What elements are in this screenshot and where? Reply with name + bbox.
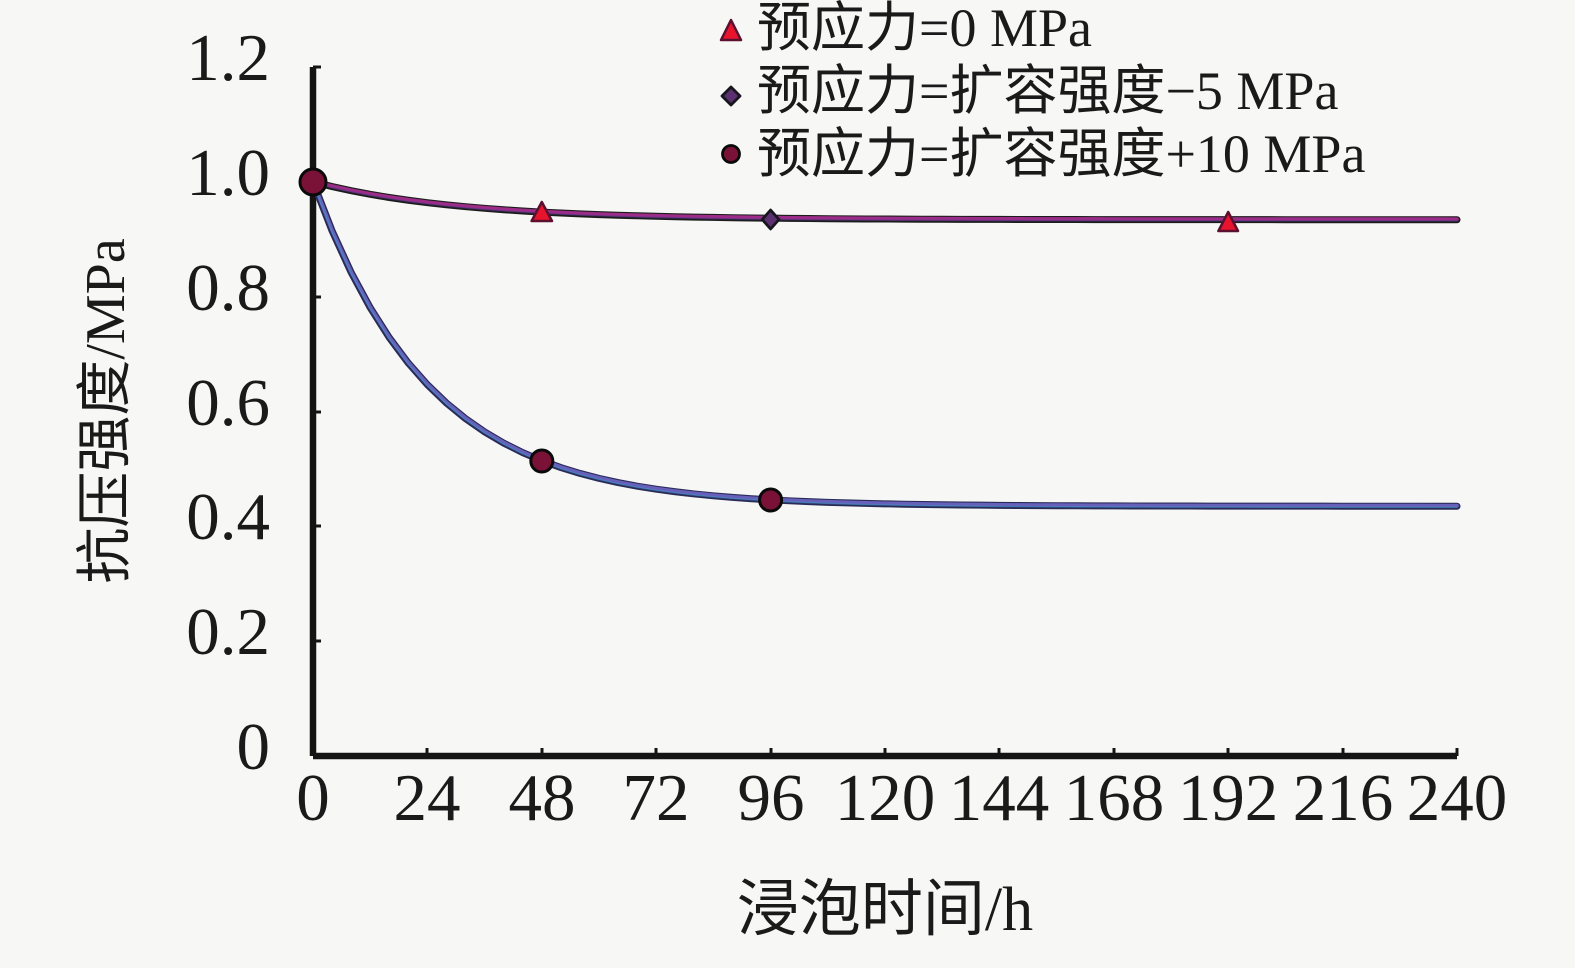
svg-text:120: 120: [835, 761, 936, 835]
svg-text:1.2: 1.2: [186, 21, 270, 95]
svg-text:0: 0: [296, 761, 330, 835]
svg-text:72: 72: [623, 761, 690, 835]
svg-text:浸泡时间/h: 浸泡时间/h: [737, 876, 1033, 944]
svg-text:预应力=扩容强度+10 MPa: 预应力=扩容强度+10 MPa: [757, 124, 1365, 184]
svg-text:抗压强度/MPa: 抗压强度/MPa: [75, 238, 137, 583]
svg-text:0: 0: [237, 710, 271, 784]
svg-text:240: 240: [1407, 761, 1508, 835]
svg-text:144: 144: [949, 761, 1050, 835]
svg-text:0.4: 0.4: [186, 480, 270, 554]
svg-text:预应力=0 MPa: 预应力=0 MPa: [757, 0, 1092, 58]
svg-text:0.6: 0.6: [186, 366, 270, 440]
svg-text:24: 24: [394, 761, 461, 835]
svg-text:168: 168: [1064, 761, 1165, 835]
svg-text:预应力=扩容强度−5 MPa: 预应力=扩容强度−5 MPa: [757, 61, 1338, 121]
svg-text:48: 48: [509, 761, 576, 835]
svg-text:96: 96: [738, 761, 805, 835]
svg-text:0.2: 0.2: [186, 595, 270, 669]
svg-text:1.0: 1.0: [186, 136, 270, 210]
svg-text:0.8: 0.8: [186, 251, 270, 325]
svg-text:192: 192: [1178, 761, 1279, 835]
svg-text:216: 216: [1293, 761, 1394, 835]
